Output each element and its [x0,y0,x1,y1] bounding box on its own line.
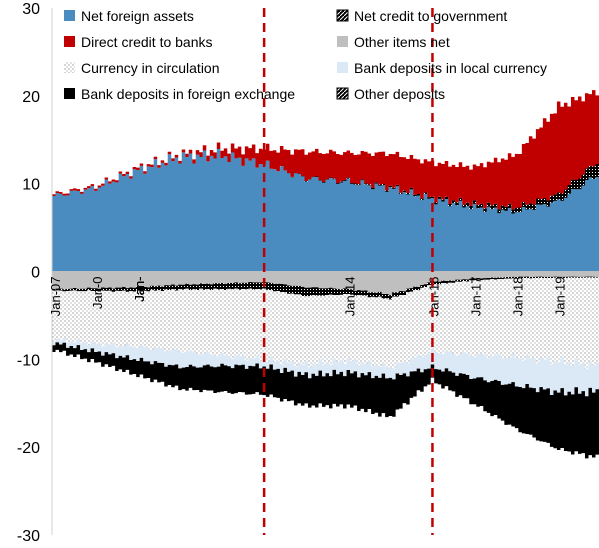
legend-label: Net credit to government [354,8,507,24]
legend-swatch [337,36,348,47]
legend-swatch [337,62,348,73]
x-tick-label: Jan- [132,277,147,302]
series-other-items-net [52,271,599,296]
x-tick-label: Jan-18 [511,277,526,317]
x-tick-label: Jan- [132,277,147,302]
legend-item: Bank deposits in foreign exchange [64,86,295,102]
series-bank-deposits-in-foreign-exchange [52,342,599,459]
x-tick-label: Jan- [132,277,147,302]
legend-swatch [336,87,349,100]
x-axis-ticks: Jan-07 Jan-0 Jan-Jan-Jan-Jan-Jan- Jan-14Jan… [48,277,568,317]
legend-item: Bank deposits in local currency [337,60,547,76]
x-tick-label: Jan-16 [426,277,441,317]
legend-label: Net foreign assets [81,8,194,24]
legend-item: Net credit to government [336,8,507,24]
series-bank-deposits-in-local-currency [52,338,599,397]
legend-label: Direct credit to banks [81,34,213,50]
event-lines [262,8,434,535]
x-tick-label: Jan- [132,277,147,302]
series-direct-credit-to-banks [52,90,599,210]
x-tick-label: Jan- [132,277,147,302]
legend-item: Other deposits [336,86,445,102]
x-tick-label: Jan-0 [90,277,105,310]
y-tick-label: -30 [17,528,40,545]
legend-item: Currency in circulation [64,60,220,76]
legend-label: Bank deposits in foreign exchange [81,86,295,102]
legend-item: Other items net [337,34,450,50]
legend-swatch [64,88,75,99]
series-currency-in-circulation [52,277,599,370]
legend-item: Direct credit to banks [64,34,213,50]
legend-item: Net foreign assets [64,8,194,24]
y-tick-label: 10 [22,177,40,194]
legend-swatch [64,62,75,73]
legend-swatch [336,9,349,22]
x-tick-label: Jan- [132,277,147,302]
legend-swatch [64,36,75,47]
y-tick-label: -10 [17,352,40,369]
y-tick-label: 30 [22,1,40,18]
y-tick-label: -20 [17,440,40,457]
y-axis: 30 20 10 0 -10 -20 -30 [17,1,599,545]
x-tick-label: Jan-19 [553,277,568,317]
x-tick-label: Jan-17 [469,277,484,317]
legend-label: Currency in circulation [81,60,220,76]
y-tick-label: 0 [31,265,40,282]
legend-swatch [64,10,75,21]
series-layer [52,90,599,459]
legend: Net foreign assets Net credit to governme… [64,8,547,102]
legend-label: Bank deposits in local currency [354,60,547,76]
x-tick-label: Jan-14 [342,277,357,317]
legend-label: Other items net [354,34,450,50]
x-tick-label: Jan-07 [48,277,63,317]
legend-label: Other deposits [354,86,445,102]
y-tick-label: 20 [22,89,40,106]
series-other-deposits [52,276,599,300]
series-net-foreign-assets [52,149,599,272]
